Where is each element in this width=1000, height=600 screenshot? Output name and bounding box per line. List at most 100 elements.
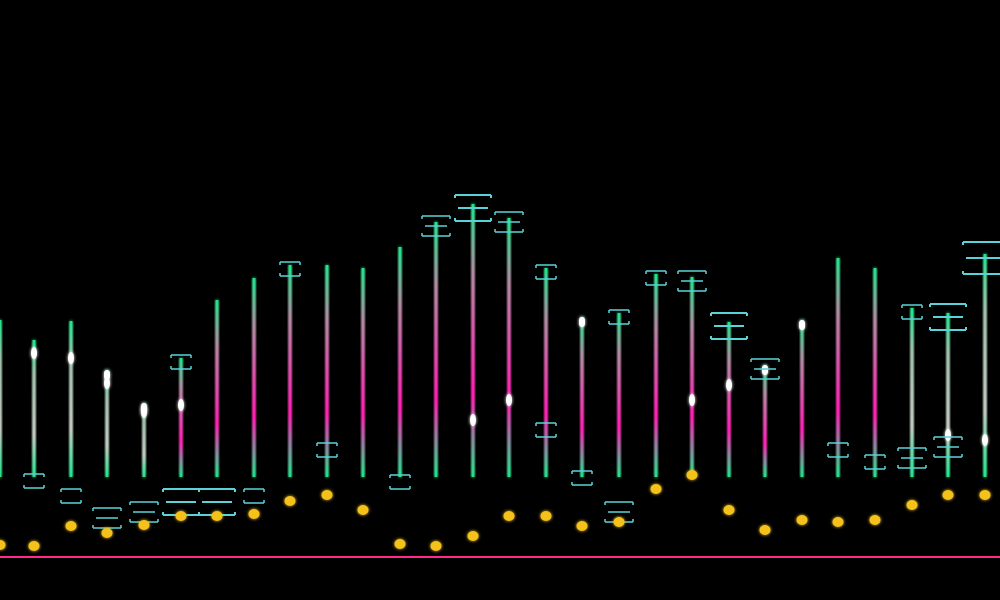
stem [946,313,950,477]
bracket-marker [129,501,159,523]
top-bracket-marker [710,312,748,340]
bracket-marker [23,473,45,489]
stem [654,274,658,477]
yellow-dot [869,515,881,525]
bracket-marker [864,454,886,470]
top-bracket-marker [677,270,707,292]
bracket-layer [23,194,1000,529]
yellow-dot [540,511,552,521]
bracket-marker [535,422,557,438]
stem [32,340,36,477]
stem [873,268,877,477]
yellow-dot [430,541,442,551]
stem-highlight [31,347,37,359]
top-bracket-marker [279,261,301,277]
bracket-marker [389,474,411,490]
yellow-dot [942,490,954,500]
yellow-dot [979,490,991,500]
bracket-marker [60,488,82,504]
top-bracket-marker [170,354,192,370]
yellow-dot [101,528,113,538]
yellow-dot [503,511,515,521]
top-bracket-marker [901,304,923,320]
stem [361,268,365,477]
yellow-dot [832,517,844,527]
yellow-dot [0,540,6,550]
stem [544,268,548,477]
bracket-marker [933,436,963,458]
stem [690,277,694,477]
stem [105,370,109,477]
stem [471,204,475,477]
yellow-dot [759,525,771,535]
stem-highlight [945,429,951,441]
stem-highlight [799,320,805,330]
stem [252,278,256,477]
stem-highlight [982,434,988,446]
stem [0,320,2,477]
yellow-dot [796,515,808,525]
stem [617,313,621,477]
stem-highlight [762,365,768,375]
stem-highlight [68,352,74,364]
stem [763,365,767,477]
top-bracket-marker [494,211,524,233]
stem-highlight [506,394,512,406]
yellow-dot [723,505,735,515]
stem [398,247,402,477]
stem [179,358,183,477]
yellow-dot [467,531,479,541]
stem [727,322,731,477]
yellow-dot [906,500,918,510]
yellow-dot [321,490,333,500]
stem [69,321,73,477]
top-bracket-marker [608,309,630,325]
stem [434,222,438,477]
bracket-marker [92,507,122,529]
yellow-dot [394,539,406,549]
stem-highlight [689,394,695,406]
yellow-dot [175,511,187,521]
bracket-marker [243,488,265,504]
top-bracket-marker [535,264,557,280]
yellow-dot [28,541,40,551]
top-bracket-marker [645,270,667,286]
yellow-dot [248,509,260,519]
yellow-dot [65,521,77,531]
dot-layer [0,470,991,551]
stem [507,218,511,477]
stem [983,254,987,477]
stem-layer [0,204,988,477]
stem-highlight [726,379,732,391]
yellow-dot [138,520,150,530]
stem [580,317,584,477]
bracket-marker [571,470,593,486]
stem-highlight [470,414,476,426]
yellow-dot [613,517,625,527]
yellow-dot [284,496,296,506]
stem-highlight [141,406,147,418]
yellow-dot [211,511,223,521]
stem [288,265,292,477]
stem [800,320,804,477]
yellow-dot [357,505,369,515]
top-bracket-marker [454,194,492,222]
top-bracket-marker [962,241,1000,275]
stem-highlight [104,370,110,380]
bracket-marker [604,501,634,523]
stem-highlight [104,377,110,389]
stem [215,300,219,477]
yellow-dot [576,521,588,531]
yellow-dot [686,470,698,480]
top-bracket-marker [929,303,967,331]
bracket-marker [897,447,927,469]
top-bracket-marker [421,215,451,237]
stem [142,403,146,477]
stem [836,258,840,477]
stem [325,265,329,477]
top-bracket-marker [750,358,780,380]
bracket-marker [827,442,849,458]
stem [910,308,914,477]
stem-highlight [579,317,585,327]
